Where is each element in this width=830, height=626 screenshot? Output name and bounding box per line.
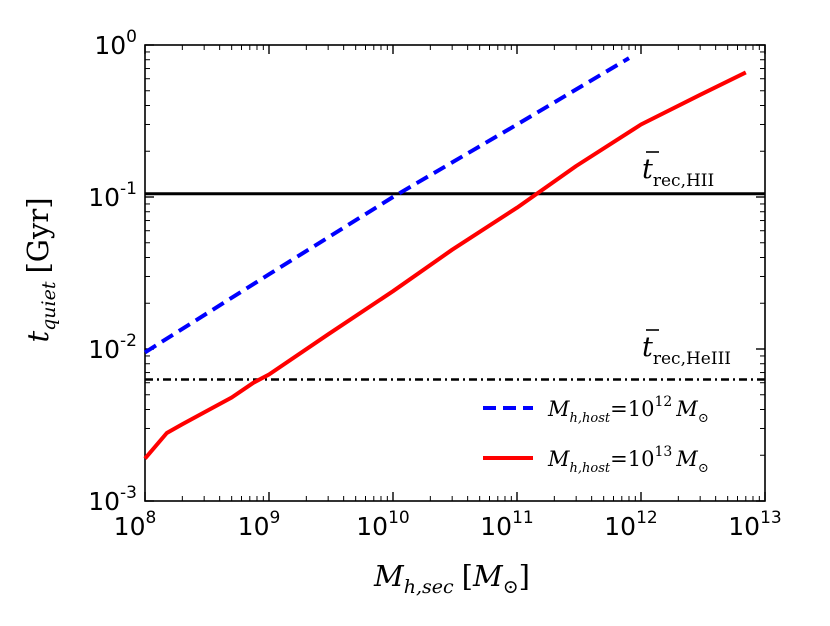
data-lines — [143, 56, 765, 460]
t-rec-HII-label: trec,HII — [642, 154, 714, 191]
x-tick-label-3: 1011 — [480, 508, 533, 541]
legend-label-host-1e12: Mh,host=1012 M⊙ — [547, 394, 709, 426]
y-tick-label-3: 100 — [94, 27, 137, 60]
x-tick-label-5: 1013 — [728, 508, 781, 541]
y-axis-label: tquiet[Gyr] — [21, 197, 60, 342]
series-host-1e13 — [143, 70, 747, 460]
y-tick-label-0: 10-3 — [88, 483, 137, 516]
x-axis-label: Mh,sec [M⊙] — [373, 559, 530, 598]
series-host-1e12 — [143, 56, 631, 355]
x-tick-label-1: 109 — [238, 508, 281, 541]
plot-frame — [144, 44, 766, 502]
t-rec-HeIII-label: trec,HeIII — [642, 332, 731, 369]
legend-label-host-1e13: Mh,host=1013 M⊙ — [547, 444, 709, 476]
legend: Mh,host=1012 M⊙ Mh,host=1013 M⊙ — [483, 394, 709, 476]
y-tick-label-1: 10-2 — [88, 331, 137, 364]
x-tick-label-0: 108 — [114, 508, 157, 541]
plot-area — [144, 44, 766, 502]
ticks: 108 109 1010 1011 1012 1013 10-3 10-2 10-1 100 — [88, 27, 781, 541]
x-tick-label-4: 1012 — [604, 508, 657, 541]
y-tick-label-2: 10-1 — [88, 179, 137, 212]
x-tick-label-2: 1010 — [356, 508, 409, 541]
